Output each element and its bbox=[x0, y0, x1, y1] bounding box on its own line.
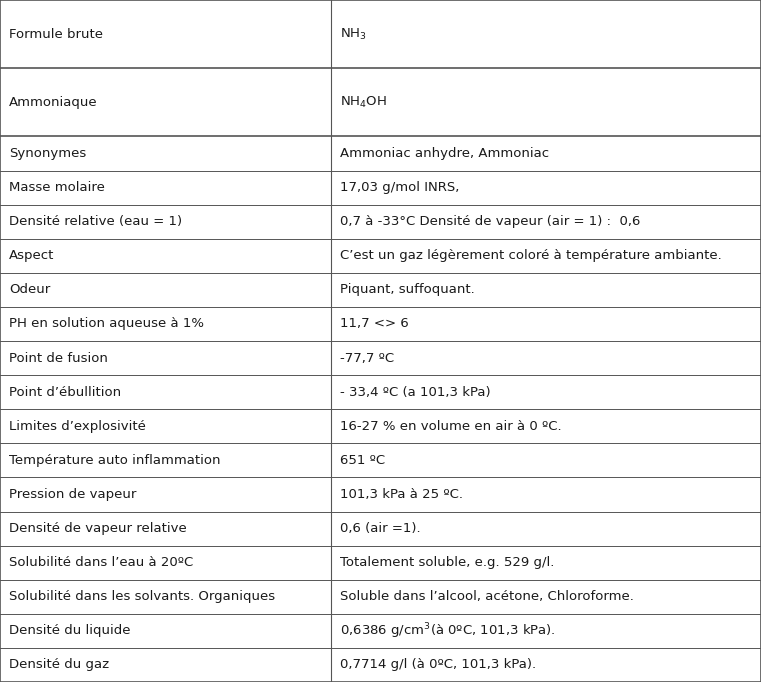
Text: Densité de vapeur relative: Densité de vapeur relative bbox=[9, 522, 187, 535]
Text: Pression de vapeur: Pression de vapeur bbox=[9, 488, 136, 501]
Text: 0,7714 g/l (à 0ºC, 101,3 kPa).: 0,7714 g/l (à 0ºC, 101,3 kPa). bbox=[340, 658, 537, 672]
Text: Densité du gaz: Densité du gaz bbox=[9, 658, 110, 672]
Text: Aspect: Aspect bbox=[9, 249, 55, 263]
Text: NH$_3$: NH$_3$ bbox=[340, 27, 367, 42]
Text: Synonymes: Synonymes bbox=[9, 147, 87, 160]
Text: 101,3 kPa à 25 ºC.: 101,3 kPa à 25 ºC. bbox=[340, 488, 463, 501]
Text: Solubilité dans les solvants. Organiques: Solubilité dans les solvants. Organiques bbox=[9, 590, 275, 604]
Text: Température auto inflammation: Température auto inflammation bbox=[9, 454, 221, 467]
Text: Masse molaire: Masse molaire bbox=[9, 181, 105, 194]
Text: C’est un gaz légèrement coloré à température ambiante.: C’est un gaz légèrement coloré à tempéra… bbox=[340, 249, 722, 263]
Text: - 33,4 ºC (a 101,3 kPa): - 33,4 ºC (a 101,3 kPa) bbox=[340, 385, 491, 399]
Text: Odeur: Odeur bbox=[9, 283, 50, 297]
Text: Totalement soluble, e.g. 529 g/l.: Totalement soluble, e.g. 529 g/l. bbox=[340, 556, 555, 569]
Text: 16-27 % en volume en air à 0 ºC.: 16-27 % en volume en air à 0 ºC. bbox=[340, 419, 562, 433]
Text: Point d’ébullition: Point d’ébullition bbox=[9, 385, 121, 399]
Text: Densité du liquide: Densité du liquide bbox=[9, 624, 131, 638]
Text: Limites d’explosivité: Limites d’explosivité bbox=[9, 419, 146, 433]
Text: Point de fusion: Point de fusion bbox=[9, 351, 108, 365]
Text: 0,6386 g/cm$^3$(à 0ºC, 101,3 kPa).: 0,6386 g/cm$^3$(à 0ºC, 101,3 kPa). bbox=[340, 621, 556, 640]
Text: 17,03 g/mol INRS,: 17,03 g/mol INRS, bbox=[340, 181, 460, 194]
Text: 0,7 à -33°C Densité de vapeur (air = 1) :  0,6: 0,7 à -33°C Densité de vapeur (air = 1) … bbox=[340, 215, 641, 228]
Text: 0,6 (air =1).: 0,6 (air =1). bbox=[340, 522, 421, 535]
Text: Ammoniac anhydre, Ammoniac: Ammoniac anhydre, Ammoniac bbox=[340, 147, 549, 160]
Text: 11,7 <> 6: 11,7 <> 6 bbox=[340, 317, 409, 331]
Text: Solubilité dans l’eau à 20ºC: Solubilité dans l’eau à 20ºC bbox=[9, 556, 193, 569]
Text: NH$_4$OH: NH$_4$OH bbox=[340, 95, 387, 110]
Text: 651 ºC: 651 ºC bbox=[340, 454, 385, 467]
Text: Ammoniaque: Ammoniaque bbox=[9, 95, 97, 109]
Text: Piquant, suffoquant.: Piquant, suffoquant. bbox=[340, 283, 475, 297]
Text: Soluble dans l’alcool, acétone, Chloroforme.: Soluble dans l’alcool, acétone, Chlorofo… bbox=[340, 590, 634, 604]
Text: Formule brute: Formule brute bbox=[9, 27, 103, 41]
Text: -77,7 ºC: -77,7 ºC bbox=[340, 351, 394, 365]
Text: Densité relative (eau = 1): Densité relative (eau = 1) bbox=[9, 215, 182, 228]
Text: PH en solution aqueuse à 1%: PH en solution aqueuse à 1% bbox=[9, 317, 204, 331]
